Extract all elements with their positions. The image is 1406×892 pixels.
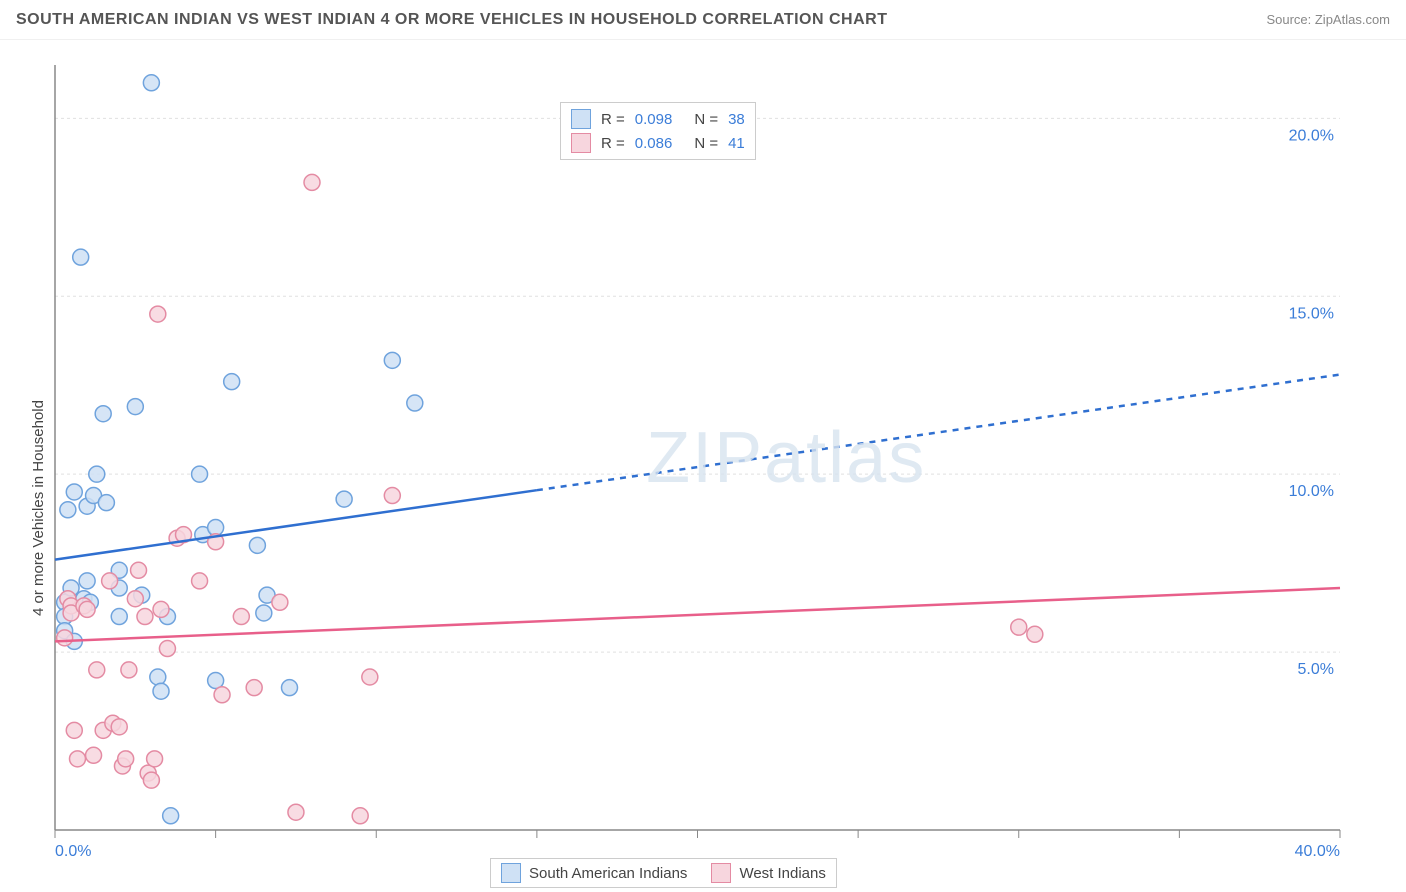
y-axis-label: 4 or more Vehicles in Household xyxy=(30,400,47,616)
stat-n-value: 41 xyxy=(728,135,745,152)
source-attribution: Source: ZipAtlas.com xyxy=(1266,12,1390,27)
series-label: West Indians xyxy=(739,865,825,882)
stat-r-label: R = xyxy=(601,111,625,128)
svg-text:5.0%: 5.0% xyxy=(1298,661,1334,678)
svg-text:15.0%: 15.0% xyxy=(1289,305,1334,322)
plot-area: 5.0%10.0%15.0%20.0%0.0%40.0% ZIPatlas 4 … xyxy=(0,40,1406,892)
stat-legend-row: R = 0.098 N = 38 xyxy=(567,107,749,131)
legend-swatch xyxy=(571,133,591,153)
legend-swatch xyxy=(711,863,731,883)
stat-n-value: 38 xyxy=(728,111,745,128)
series-legend-item: South American Indians xyxy=(501,863,687,883)
chart-title: SOUTH AMERICAN INDIAN VS WEST INDIAN 4 O… xyxy=(16,11,887,29)
stat-r-value: 0.098 xyxy=(635,111,673,128)
stat-r-value: 0.086 xyxy=(635,135,673,152)
stat-legend-row: R = 0.086 N = 41 xyxy=(567,131,749,155)
svg-text:40.0%: 40.0% xyxy=(1295,843,1340,860)
svg-text:20.0%: 20.0% xyxy=(1289,127,1334,144)
stat-n-label: N = xyxy=(694,111,718,128)
scatter-chart: 5.0% 10.0% 15.0% 20.0% 0.0% 40.0% xyxy=(0,40,1406,892)
series-legend-item: West Indians xyxy=(711,863,825,883)
series-legend: South American Indians West Indians xyxy=(490,858,837,888)
stat-n-label: N = xyxy=(694,135,718,152)
legend-swatch xyxy=(501,863,521,883)
legend-swatch xyxy=(571,109,591,129)
title-bar: SOUTH AMERICAN INDIAN VS WEST INDIAN 4 O… xyxy=(0,0,1406,40)
series-label: South American Indians xyxy=(529,865,687,882)
stat-legend: R = 0.098 N = 38 R = 0.086 N = 41 xyxy=(560,102,756,160)
stat-r-label: R = xyxy=(601,135,625,152)
svg-text:10.0%: 10.0% xyxy=(1289,483,1334,500)
svg-text:0.0%: 0.0% xyxy=(55,843,91,860)
